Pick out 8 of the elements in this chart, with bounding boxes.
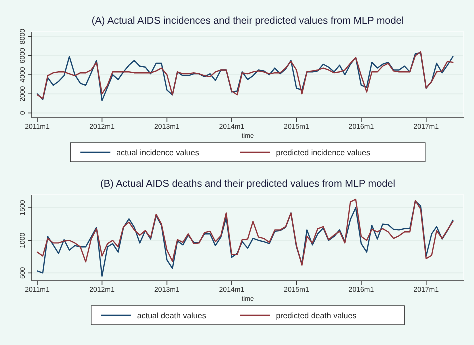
legend-label: predicted incidence values: [276, 148, 370, 158]
chart-title: (A) Actual AIDS incidences and their predicted values from MLP model: [92, 16, 404, 27]
line-series: [36, 198, 454, 266]
chart-title: (B) Actual AIDS deaths and their predicted values from MLP model: [100, 179, 396, 190]
legend-label: actual incidence values: [116, 148, 200, 158]
line-series: [36, 200, 454, 278]
legend-label: actual death values: [137, 312, 206, 320]
legend-label: predicted death values: [276, 312, 357, 320]
